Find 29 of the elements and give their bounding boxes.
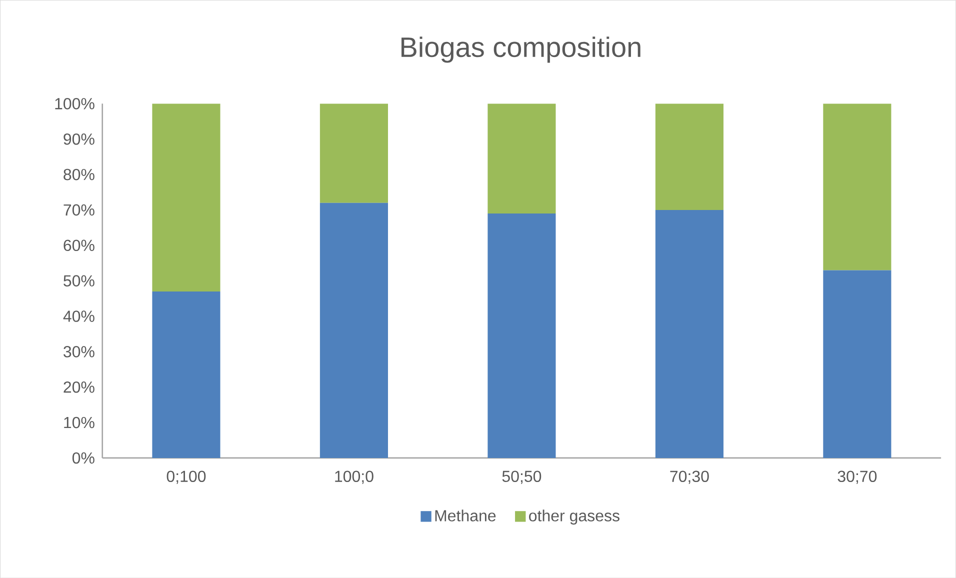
y-tick-label: 0% (72, 452, 94, 464)
bar (655, 104, 724, 210)
y-tick-label: 20% (64, 381, 94, 393)
bar (152, 104, 220, 292)
chart-title: Biogas composition (402, 36, 640, 63)
x-tick-label: 30;70 (838, 470, 877, 484)
bar (320, 104, 388, 203)
y-tick-label: 90% (64, 133, 94, 145)
y-tick-label: 50% (64, 274, 94, 286)
bar (488, 213, 556, 458)
bar (320, 202, 388, 458)
x-tick-label: 100;0 (335, 470, 374, 484)
y-tick-label: 40% (63, 310, 94, 322)
x-tick-label: 50;50 (502, 470, 542, 484)
bar (488, 104, 556, 214)
y-tick-label: 80% (64, 168, 94, 180)
bar (655, 210, 724, 458)
x-tick-label: 70;30 (670, 470, 709, 484)
y-tick-label: 30% (64, 346, 94, 358)
legend-label: Methane (435, 509, 496, 522)
bar (152, 291, 220, 458)
legend-label: other gasess (529, 509, 620, 524)
y-tick-label: 10% (64, 416, 94, 428)
y-tick-label: 70% (64, 204, 94, 216)
y-tick-label: 100% (55, 98, 94, 110)
x-tick-label: 0;100 (166, 470, 206, 484)
bar (823, 270, 892, 458)
bar (823, 104, 892, 270)
y-tick-label: 60% (64, 240, 94, 251)
